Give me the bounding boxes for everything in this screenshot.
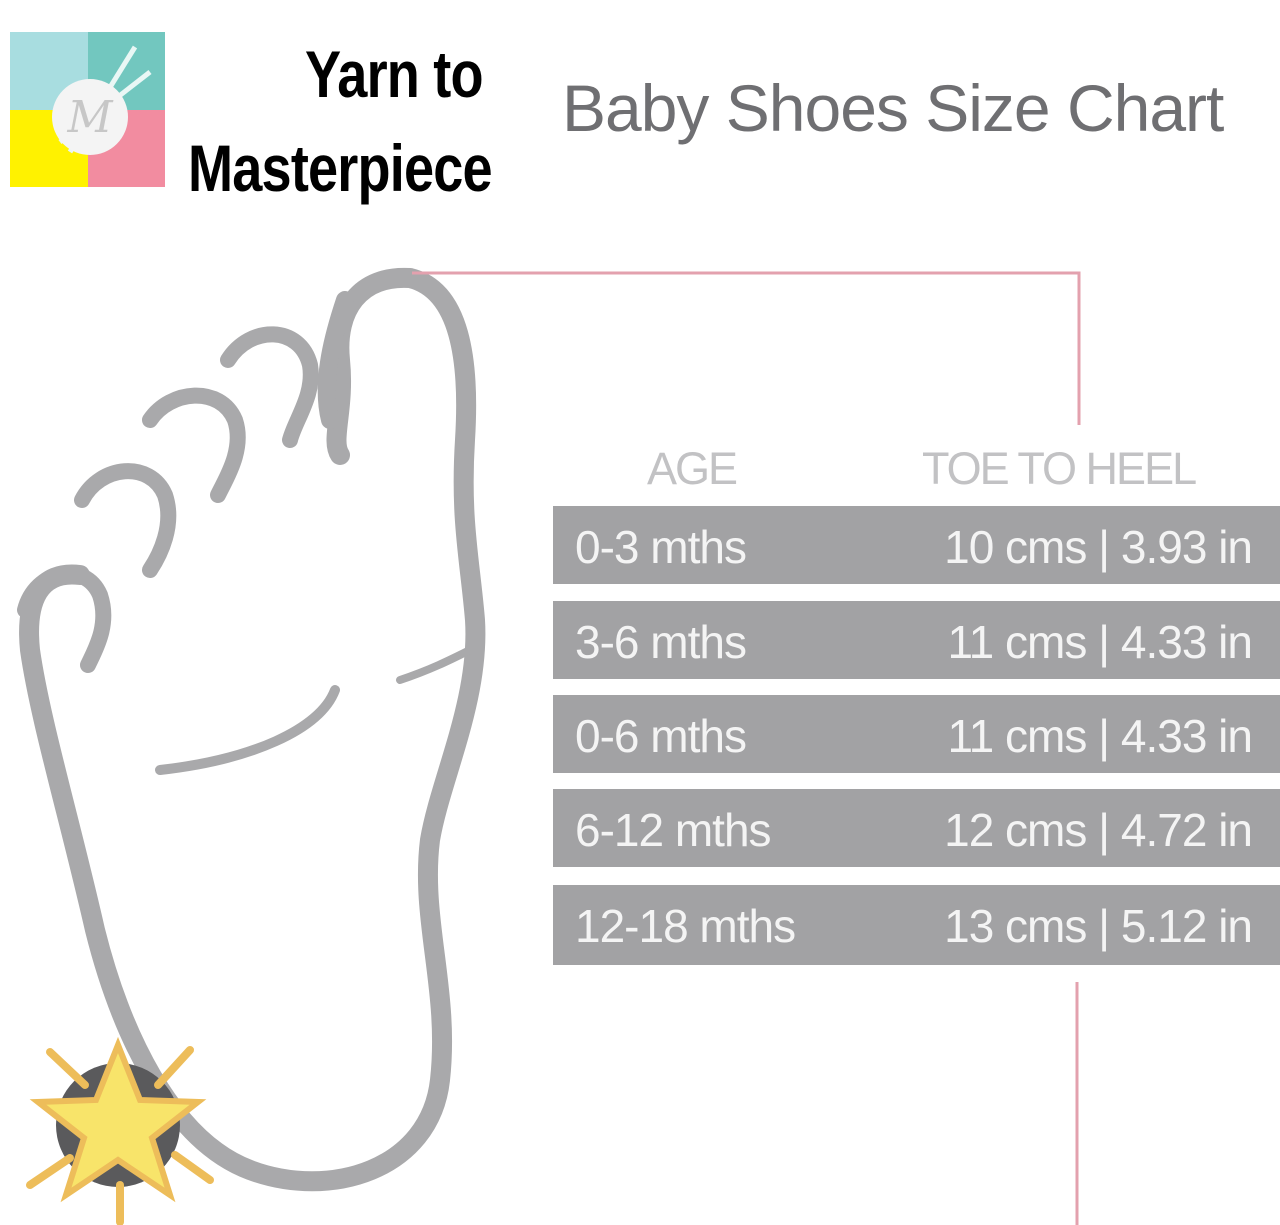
ball-crease xyxy=(396,646,474,684)
age-cell: 0-6 mths xyxy=(575,710,747,762)
toe-3 xyxy=(142,387,246,503)
brand-logo: M xyxy=(10,32,165,187)
table-row: 0-6 mths 11 cms | 4.33 in xyxy=(553,695,1280,773)
table-row: 0-3 mths 10 cms | 3.93 in xyxy=(553,506,1280,584)
toe-2 xyxy=(220,326,319,448)
table-row: 6-12 mths 12 cms | 4.72 in xyxy=(553,789,1280,867)
age-cell: 3-6 mths xyxy=(575,616,747,668)
brand-name-line2: Masterpiece xyxy=(188,131,493,205)
length-cell: 11 cms | 4.33 in xyxy=(947,616,1253,668)
table-row: 12-18 mths 13 cms | 5.12 in xyxy=(553,885,1280,965)
foot-crease xyxy=(155,685,340,775)
toe-5 xyxy=(17,565,112,673)
svg-text:M: M xyxy=(66,92,113,143)
length-cell: 10 cms | 3.93 in xyxy=(944,521,1253,573)
brand-name-line1: Yarn to xyxy=(305,37,484,111)
length-cell: 13 cms | 5.12 in xyxy=(944,900,1253,952)
measure-line-top xyxy=(412,271,1081,425)
foot-outline xyxy=(19,267,486,1192)
length-cell: 11 cms | 4.33 in xyxy=(947,710,1253,762)
table-row: 3-6 mths 11 cms | 4.33 in xyxy=(553,601,1280,679)
toe-big xyxy=(317,291,354,429)
column-header-toe-to-heel: TOE TO HEEL xyxy=(922,443,1197,494)
page-title: Baby Shoes Size Chart xyxy=(562,71,1224,145)
toe-4 xyxy=(74,463,177,578)
age-cell: 6-12 mths xyxy=(575,804,772,856)
age-cell: 0-3 mths xyxy=(575,521,747,573)
star-icon xyxy=(26,1036,214,1225)
column-header-age: AGE xyxy=(647,443,738,494)
age-cell: 12-18 mths xyxy=(575,900,796,952)
length-cell: 12 cms | 4.72 in xyxy=(944,804,1253,856)
